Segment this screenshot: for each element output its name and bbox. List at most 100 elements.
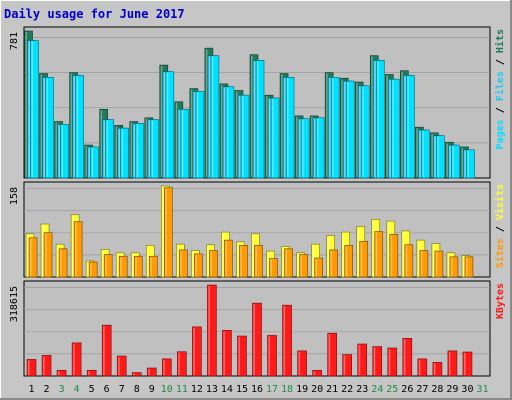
pages-bar	[315, 117, 325, 179]
x-tick-label: 22	[341, 384, 353, 395]
x-tick-label: 23	[356, 384, 368, 395]
sites-bar	[58, 248, 68, 278]
x-tick-label: 6	[104, 384, 110, 395]
kbytes-bar	[327, 332, 337, 377]
kbytes-bar	[56, 369, 67, 377]
kbytes-bar	[116, 355, 127, 377]
x-tick-label: 2	[44, 384, 50, 395]
chart-title: Daily usage for June 2017	[4, 7, 185, 21]
kbytes-bar	[402, 337, 413, 377]
x-tick-label: 1	[29, 384, 35, 395]
kbytes-bar	[146, 367, 157, 377]
x-tick-label: 25	[386, 384, 398, 395]
x-tick-label: 31	[476, 384, 488, 395]
pages-bar	[150, 119, 160, 179]
pages-bar	[60, 124, 69, 179]
sites-bar	[299, 254, 308, 278]
sites-bar	[164, 187, 173, 278]
x-tick-label: 21	[326, 384, 338, 395]
legend-files: Files	[494, 71, 506, 101]
kbytes-bar	[297, 350, 307, 377]
sites-bar	[239, 245, 248, 278]
legend-pages: Pages	[495, 119, 506, 149]
sites-bar	[148, 255, 158, 278]
panel-1-legend: Pages / Files / Hits	[494, 29, 506, 149]
sites-bar	[118, 255, 128, 278]
legend-visits: Visits	[494, 184, 506, 220]
legend-sites: Sites	[494, 238, 506, 268]
kbytes-bar	[417, 358, 428, 377]
sites-bar	[88, 261, 98, 278]
x-tick-label: 18	[281, 384, 293, 395]
sites-bar	[434, 250, 444, 278]
x-tick-label: 9	[149, 384, 155, 395]
pages-bar	[105, 119, 114, 179]
sites-bar	[344, 245, 353, 278]
x-tick-label: 19	[296, 384, 308, 395]
x-tick-label: 5	[89, 384, 95, 395]
pages-bar	[30, 40, 39, 179]
kbytes-bar	[41, 355, 52, 377]
pages-bar	[120, 127, 130, 179]
kbytes-bar	[71, 342, 82, 377]
legend-separator: /	[495, 53, 506, 71]
kbytes-bar	[387, 347, 398, 377]
pages-bar	[270, 97, 280, 179]
kbytes-bar	[131, 372, 142, 377]
sites-bar	[449, 256, 459, 278]
x-tick-label: 20	[311, 384, 323, 395]
pages-bar	[195, 91, 205, 179]
pages-bar	[225, 86, 235, 179]
x-tick-label: 30	[461, 384, 473, 395]
sites-bar	[389, 234, 399, 278]
pages-bar	[180, 108, 190, 179]
pages-bar	[135, 123, 145, 179]
x-tick-label: 10	[161, 384, 173, 395]
sites-bar	[209, 250, 218, 278]
pages-bar	[330, 77, 340, 179]
pages-bar	[345, 80, 355, 179]
kbytes-bar	[162, 358, 172, 377]
kbytes-bar	[207, 284, 217, 377]
x-tick-label: 3	[59, 384, 65, 395]
pages-bar	[45, 77, 54, 179]
panel-1-ymax-label: 781	[9, 32, 20, 50]
pages-bar	[360, 85, 370, 179]
sites-bar	[314, 257, 323, 278]
x-tick-label: 7	[119, 384, 125, 395]
legend-separator: /	[495, 101, 506, 119]
pages-bar	[375, 60, 385, 179]
kbytes-bar	[252, 302, 262, 377]
sites-bar	[194, 253, 203, 278]
x-tick-label: 16	[251, 384, 263, 395]
sites-bar	[179, 249, 188, 278]
kbytes-bar	[101, 324, 112, 377]
sites-bar	[269, 258, 278, 278]
sites-bar	[103, 254, 113, 278]
kbytes-bar	[372, 346, 383, 377]
kbytes-bar	[267, 335, 277, 377]
sites-bar	[359, 240, 369, 278]
panel-3-legend: KBytes	[495, 283, 506, 319]
pages-bar	[285, 77, 295, 179]
pages-bar	[300, 118, 310, 179]
kbytes-bar	[26, 359, 37, 377]
sites-bar	[374, 231, 384, 278]
kbytes-bar	[177, 351, 187, 377]
x-tick-label: 24	[371, 384, 383, 395]
pages-bar	[466, 149, 475, 179]
legend-kbytes: KBytes	[495, 283, 506, 319]
sites-bar	[254, 245, 263, 278]
sites-bar	[28, 237, 38, 278]
sites-bar	[419, 250, 429, 278]
sites-bar	[43, 232, 53, 278]
kbytes-bar	[222, 330, 232, 377]
pages-bar	[436, 135, 445, 179]
panel-2-legend: Sites / Visits	[494, 184, 506, 268]
pages-bar	[75, 75, 84, 179]
x-tick-label: 29	[446, 384, 458, 395]
pages-bar	[255, 60, 265, 179]
pages-bar	[406, 75, 415, 179]
kbytes-bar	[432, 361, 443, 377]
x-tick-label: 4	[74, 384, 80, 395]
